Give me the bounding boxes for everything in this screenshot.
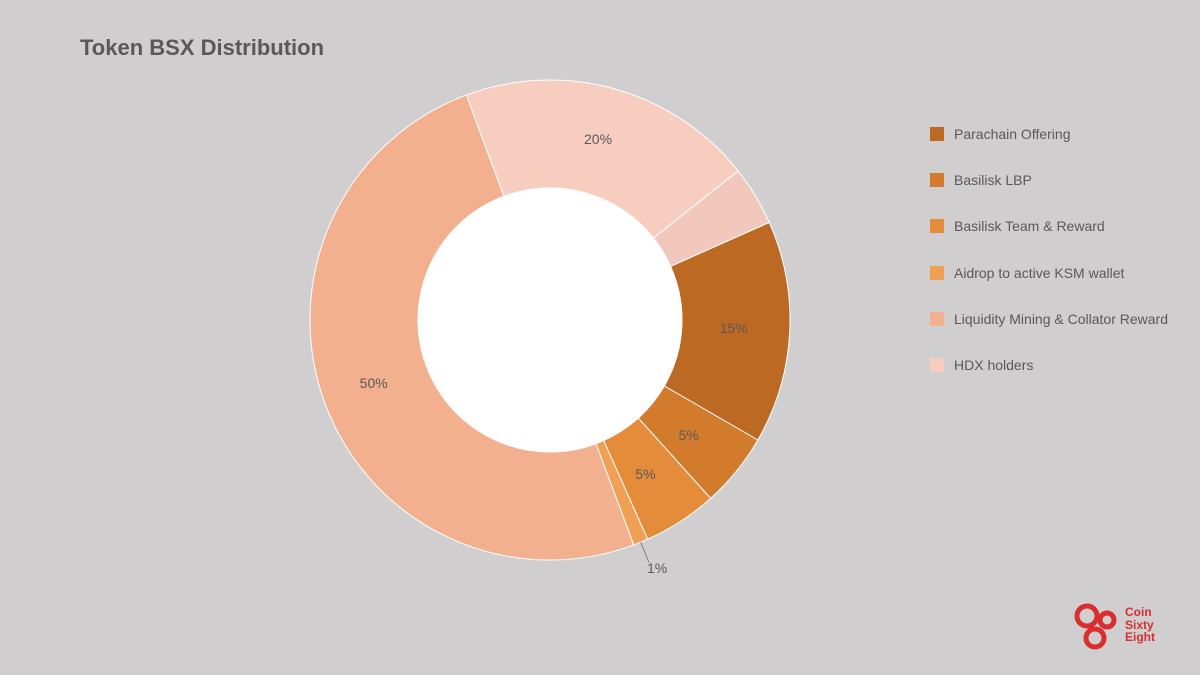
legend-swatch-0 [930, 127, 944, 141]
legend-swatch-3 [930, 266, 944, 280]
slice-label-4: 50% [360, 375, 388, 391]
slice-label-1: 5% [679, 427, 699, 443]
legend-item-2: Basilisk Team & Reward [930, 217, 1180, 235]
legend-swatch-1 [930, 173, 944, 187]
legend-item-4: Liquidity Mining & Collator Reward [930, 310, 1180, 328]
brand-line1: Coin [1125, 606, 1155, 619]
legend-item-3: Aidrop to active KSM wallet [930, 264, 1180, 282]
legend-swatch-4 [930, 312, 944, 326]
legend-label-4: Liquidity Mining & Collator Reward [954, 310, 1168, 328]
legend-label-0: Parachain Offering [954, 125, 1070, 143]
legend-swatch-5 [930, 358, 944, 372]
legend: Parachain Offering Basilisk LBP Basilisk T… [930, 125, 1180, 402]
legend-label-2: Basilisk Team & Reward [954, 217, 1105, 235]
legend-item-0: Parachain Offering [930, 125, 1180, 143]
brand-line3: Eight [1125, 631, 1155, 644]
brand-logo: Coin Sixty Eight [1069, 600, 1155, 650]
legend-label-3: Aidrop to active KSM wallet [954, 264, 1124, 282]
chart-title: Token BSX Distribution [80, 35, 324, 61]
legend-item-5: HDX holders [930, 356, 1180, 374]
donut-chart: 15%5%5%1%50%20% [300, 70, 800, 570]
slice-label-3: 1% [647, 560, 667, 576]
legend-item-1: Basilisk LBP [930, 171, 1180, 189]
legend-swatch-2 [930, 219, 944, 233]
slice-label-0: 15% [720, 320, 748, 336]
slice-label-2: 5% [635, 466, 655, 482]
legend-label-1: Basilisk LBP [954, 171, 1032, 189]
legend-label-5: HDX holders [954, 356, 1033, 374]
slice-label-5: 20% [584, 131, 612, 147]
